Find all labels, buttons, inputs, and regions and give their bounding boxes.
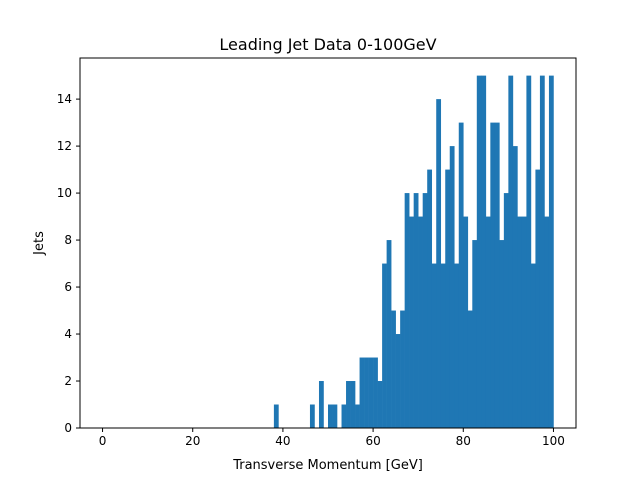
histogram-bar: [427, 169, 433, 429]
histogram-bar: [422, 193, 428, 428]
x-tick-label: 20: [185, 434, 200, 448]
x-tick-label: 80: [456, 434, 471, 448]
histogram-bar: [364, 357, 369, 428]
y-tick-label: 12: [57, 139, 72, 153]
x-tick-label: 0: [99, 434, 107, 448]
histogram-bar: [521, 216, 527, 428]
histogram-bar: [400, 310, 405, 428]
histogram-bar: [346, 381, 351, 428]
histogram-bar: [494, 122, 500, 428]
histogram-bar: [481, 75, 487, 428]
histogram-bar: [373, 357, 378, 428]
y-tick-label: 0: [64, 421, 72, 435]
histogram-bar: [458, 122, 464, 428]
chart-title: Leading Jet Data 0-100GeV: [219, 35, 436, 54]
histogram-bar: [530, 263, 536, 428]
histogram-bar: [449, 146, 455, 428]
histogram-bar: [440, 263, 446, 428]
histogram-bar: [535, 169, 541, 429]
histogram-bar: [445, 169, 451, 429]
histogram-bar: [309, 404, 315, 428]
y-tick-label: 10: [57, 186, 72, 200]
x-axis-label: Transverse Momentum [GeV]: [232, 458, 423, 473]
histogram-bar: [490, 122, 496, 428]
histogram-bar: [436, 99, 442, 428]
histogram-bar: [273, 404, 279, 428]
x-tick-label: 100: [542, 434, 565, 448]
histogram-bar: [418, 216, 423, 428]
histogram-bar: [386, 240, 392, 428]
histogram-bar: [499, 240, 505, 428]
histogram-bar: [512, 146, 518, 428]
y-axis-ticks: 0 2 4 6 8 10 12 14: [57, 92, 80, 435]
histogram-bar: [368, 357, 374, 428]
y-tick-label: 8: [64, 233, 72, 247]
histogram-bar: [404, 193, 410, 428]
histogram-bar: [409, 216, 414, 428]
histogram-bar: [548, 75, 554, 428]
histogram-bar: [350, 381, 356, 428]
histogram-bar: [539, 75, 545, 428]
x-tick-label: 60: [365, 434, 380, 448]
histogram-bar: [318, 381, 324, 428]
histogram-bars: [273, 75, 554, 429]
histogram-bar: [485, 216, 491, 428]
histogram-bar: [395, 334, 401, 428]
y-tick-label: 6: [64, 280, 72, 294]
histogram-bar: [377, 381, 383, 428]
y-tick-label: 4: [64, 327, 72, 341]
histogram-bar: [355, 404, 360, 428]
histogram-bar: [391, 310, 396, 428]
histogram-bar: [359, 357, 365, 428]
histogram-bar: [467, 310, 473, 428]
histogram-bar: [544, 216, 550, 428]
histogram-bar: [341, 404, 347, 428]
histogram-bar: [454, 263, 460, 428]
histogram-bar: [328, 404, 333, 428]
histogram-bar: [508, 75, 514, 428]
x-axis-ticks: 0 20 40 60 80 100: [99, 428, 565, 448]
histogram-bar: [332, 404, 338, 428]
x-tick-label: 40: [275, 434, 290, 448]
histogram-bar: [431, 263, 437, 428]
histogram-bar: [413, 193, 419, 428]
histogram-bar: [476, 75, 482, 428]
plot-frame: [79, 57, 577, 429]
y-tick-label: 2: [64, 374, 72, 388]
histogram-bar: [526, 75, 532, 428]
histogram-bar: [517, 216, 523, 428]
y-axis-label: Jets: [32, 231, 47, 256]
histogram-bar: [463, 216, 469, 428]
histogram-bar: [503, 193, 509, 428]
y-tick-label: 14: [57, 92, 72, 106]
histogram-bar: [382, 263, 387, 428]
histogram-bar: [472, 240, 478, 428]
